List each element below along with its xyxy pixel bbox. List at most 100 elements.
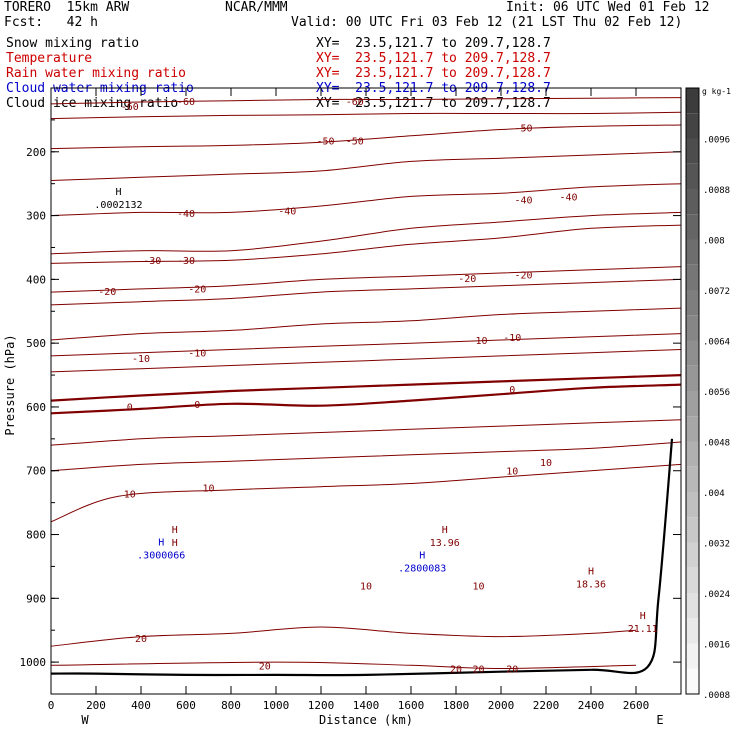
x-tick-label: 400 [131, 699, 151, 712]
field-label: Snow mixing ratio [6, 36, 140, 51]
y-tick-label: 700 [26, 465, 46, 478]
org-title: NCAR/MMM [225, 0, 288, 15]
contour-label: -30 [143, 256, 161, 267]
temperature-contour [51, 661, 637, 670]
temperature-contour [51, 419, 681, 446]
colorbar-cell [686, 239, 699, 265]
colorbar-cell [686, 391, 699, 417]
field-label: Rain water mixing ratio [6, 66, 187, 81]
contour-label: -20 [514, 270, 532, 281]
colorbar-unit: g kg-1 [702, 87, 731, 96]
colorbar-cell [686, 416, 699, 442]
extremum-mark: H [158, 538, 164, 549]
extremum-mark: H [640, 611, 646, 622]
contour-label: -30 [177, 256, 195, 267]
colorbar-frame [685, 87, 700, 695]
contour-label: -40 [177, 209, 195, 220]
field-xy: XY= 23.5,121.7 to 209.7,128.7 [316, 66, 551, 81]
extremum-mark: H [442, 525, 448, 536]
contour-label: 10 [540, 458, 552, 469]
extremum-value: .2800083 [398, 563, 446, 574]
y-tick-label: 200 [26, 146, 46, 159]
x-tick-label: 2000 [488, 699, 515, 712]
extremum-value: 21.11 [628, 624, 658, 635]
x-tick-label: 0 [48, 699, 55, 712]
temperature-contour [51, 97, 681, 105]
extremum-mark: H [115, 187, 121, 198]
y-tick-label: 1000 [20, 656, 47, 669]
contour-label: -40 [514, 196, 532, 207]
valid-time: Valid: 00 UTC Fri 03 Feb 12 (21 LST Thu … [291, 15, 683, 30]
contour-label: 0 [509, 385, 515, 396]
temperature-contour [51, 441, 681, 472]
east-label: E [656, 713, 663, 727]
extremum-mark: H [172, 525, 178, 536]
temperature-contour [51, 211, 681, 255]
extremum-value: 13.96 [430, 538, 460, 549]
x-tick-label: 800 [221, 699, 241, 712]
colorbar-cell [686, 264, 699, 290]
y-tick-label: 900 [26, 592, 46, 605]
x-tick-label: 2200 [533, 699, 560, 712]
colorbar-cell [686, 315, 699, 341]
colorbar-tick-label: .0024 [703, 590, 730, 600]
colorbar-tick-label: .0008 [703, 691, 730, 701]
contour-label: 20 [135, 634, 147, 645]
colorbar-cell [686, 517, 699, 543]
west-label: W [81, 713, 89, 727]
terrain-line [51, 438, 674, 677]
field-label: Temperature [6, 51, 93, 66]
contour-label: -20 [98, 287, 116, 298]
contour-label: -40 [278, 206, 296, 217]
temperature-contour [51, 333, 681, 357]
colorbar-cell [686, 567, 699, 593]
contour-label: 10 [360, 582, 372, 593]
contour-label: -20 [458, 274, 476, 285]
y-tick-label: 600 [26, 401, 46, 414]
colorbar-cell [686, 214, 699, 240]
x-tick-label: 1800 [443, 699, 470, 712]
y-tick-label: 300 [26, 210, 46, 223]
contour-label: 0 [127, 402, 133, 413]
colorbar-cell [686, 618, 699, 644]
x-tick-label: 200 [86, 699, 106, 712]
x-tick-label: 1600 [398, 699, 425, 712]
temperature-contour [51, 266, 681, 293]
temperature-contour [51, 307, 681, 341]
contour-label: -10 [188, 349, 206, 360]
colorbar-cell [686, 340, 699, 366]
contour-label: -20 [188, 284, 206, 295]
colorbar-cell [686, 668, 699, 694]
field-xy: XY= 23.5,121.7 to 209.7,128.7 [316, 51, 551, 66]
x-tick-label: 1200 [308, 699, 335, 712]
extremum-mark: H [588, 566, 594, 577]
contour-label: -60 [121, 102, 139, 113]
colorbar-cell [686, 643, 699, 669]
colorbar-tick-label: .0016 [703, 641, 730, 651]
y-tick-label: 400 [26, 273, 46, 286]
colorbar-tick-label: .0064 [703, 338, 730, 348]
extremum-value: .3000066 [137, 551, 185, 562]
x-tick-label: 2600 [623, 699, 650, 712]
contour-label: -60 [177, 97, 195, 108]
x-tick-label: 2400 [578, 699, 605, 712]
temperature-contour [51, 124, 681, 150]
temperature-contour [51, 111, 681, 120]
model-title: TORERO 15km ARW [4, 0, 130, 15]
extremum-mark: H [419, 550, 425, 561]
temperature-contour [51, 349, 681, 373]
plot-area: -60 -60 -60 -50 -50 -50 -40 -40 -40 -40 -30 -30 -20 -… [51, 97, 681, 677]
temperature-contour [51, 183, 681, 217]
x-tick-label: 600 [176, 699, 196, 712]
extremum-value: .0002132 [94, 200, 142, 211]
temperature-contour [51, 224, 681, 264]
x-tick-label: 1000 [263, 699, 290, 712]
contour-label: 0 [194, 400, 200, 411]
x-axis-label: Distance (km) [319, 713, 413, 727]
contour-label: 20 [450, 664, 462, 675]
extremum-value: 18.36 [576, 579, 606, 590]
field-xy: XY= 23.5,121.7 to 209.7,128.7 [316, 36, 551, 51]
contour-label: -50 [346, 136, 364, 147]
colorbar-cell [686, 138, 699, 164]
